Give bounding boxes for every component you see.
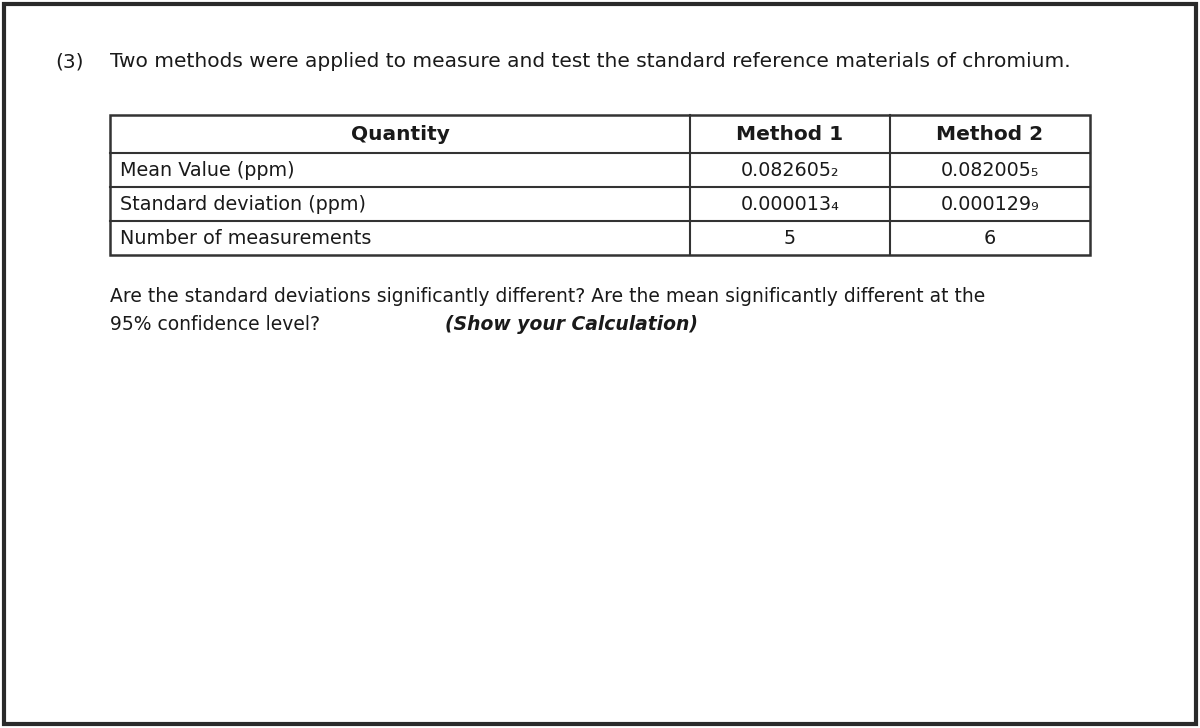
Text: (Show your Calculation): (Show your Calculation) (445, 315, 698, 334)
Text: Standard deviation (ppm): Standard deviation (ppm) (120, 194, 366, 213)
Text: 0.000013₄: 0.000013₄ (740, 194, 840, 213)
Text: Method 2: Method 2 (936, 124, 1044, 143)
Text: Mean Value (ppm): Mean Value (ppm) (120, 160, 295, 180)
Text: 95% confidence level?: 95% confidence level? (110, 315, 320, 334)
Text: 0.000129₉: 0.000129₉ (941, 194, 1039, 213)
Text: Method 1: Method 1 (737, 124, 844, 143)
Text: Quantity: Quantity (350, 124, 450, 143)
Text: Two methods were applied to measure and test the standard reference materials of: Two methods were applied to measure and … (110, 52, 1070, 71)
Text: 0.082005₅: 0.082005₅ (941, 160, 1039, 180)
Text: Are the standard deviations significantly different? Are the mean significantly : Are the standard deviations significantl… (110, 287, 985, 306)
Text: Number of measurements: Number of measurements (120, 229, 371, 248)
Text: 0.082605₂: 0.082605₂ (740, 160, 839, 180)
Text: (3): (3) (55, 52, 84, 71)
Text: 6: 6 (984, 229, 996, 248)
Text: 5: 5 (784, 229, 796, 248)
Bar (110, 115, 1090, 255)
